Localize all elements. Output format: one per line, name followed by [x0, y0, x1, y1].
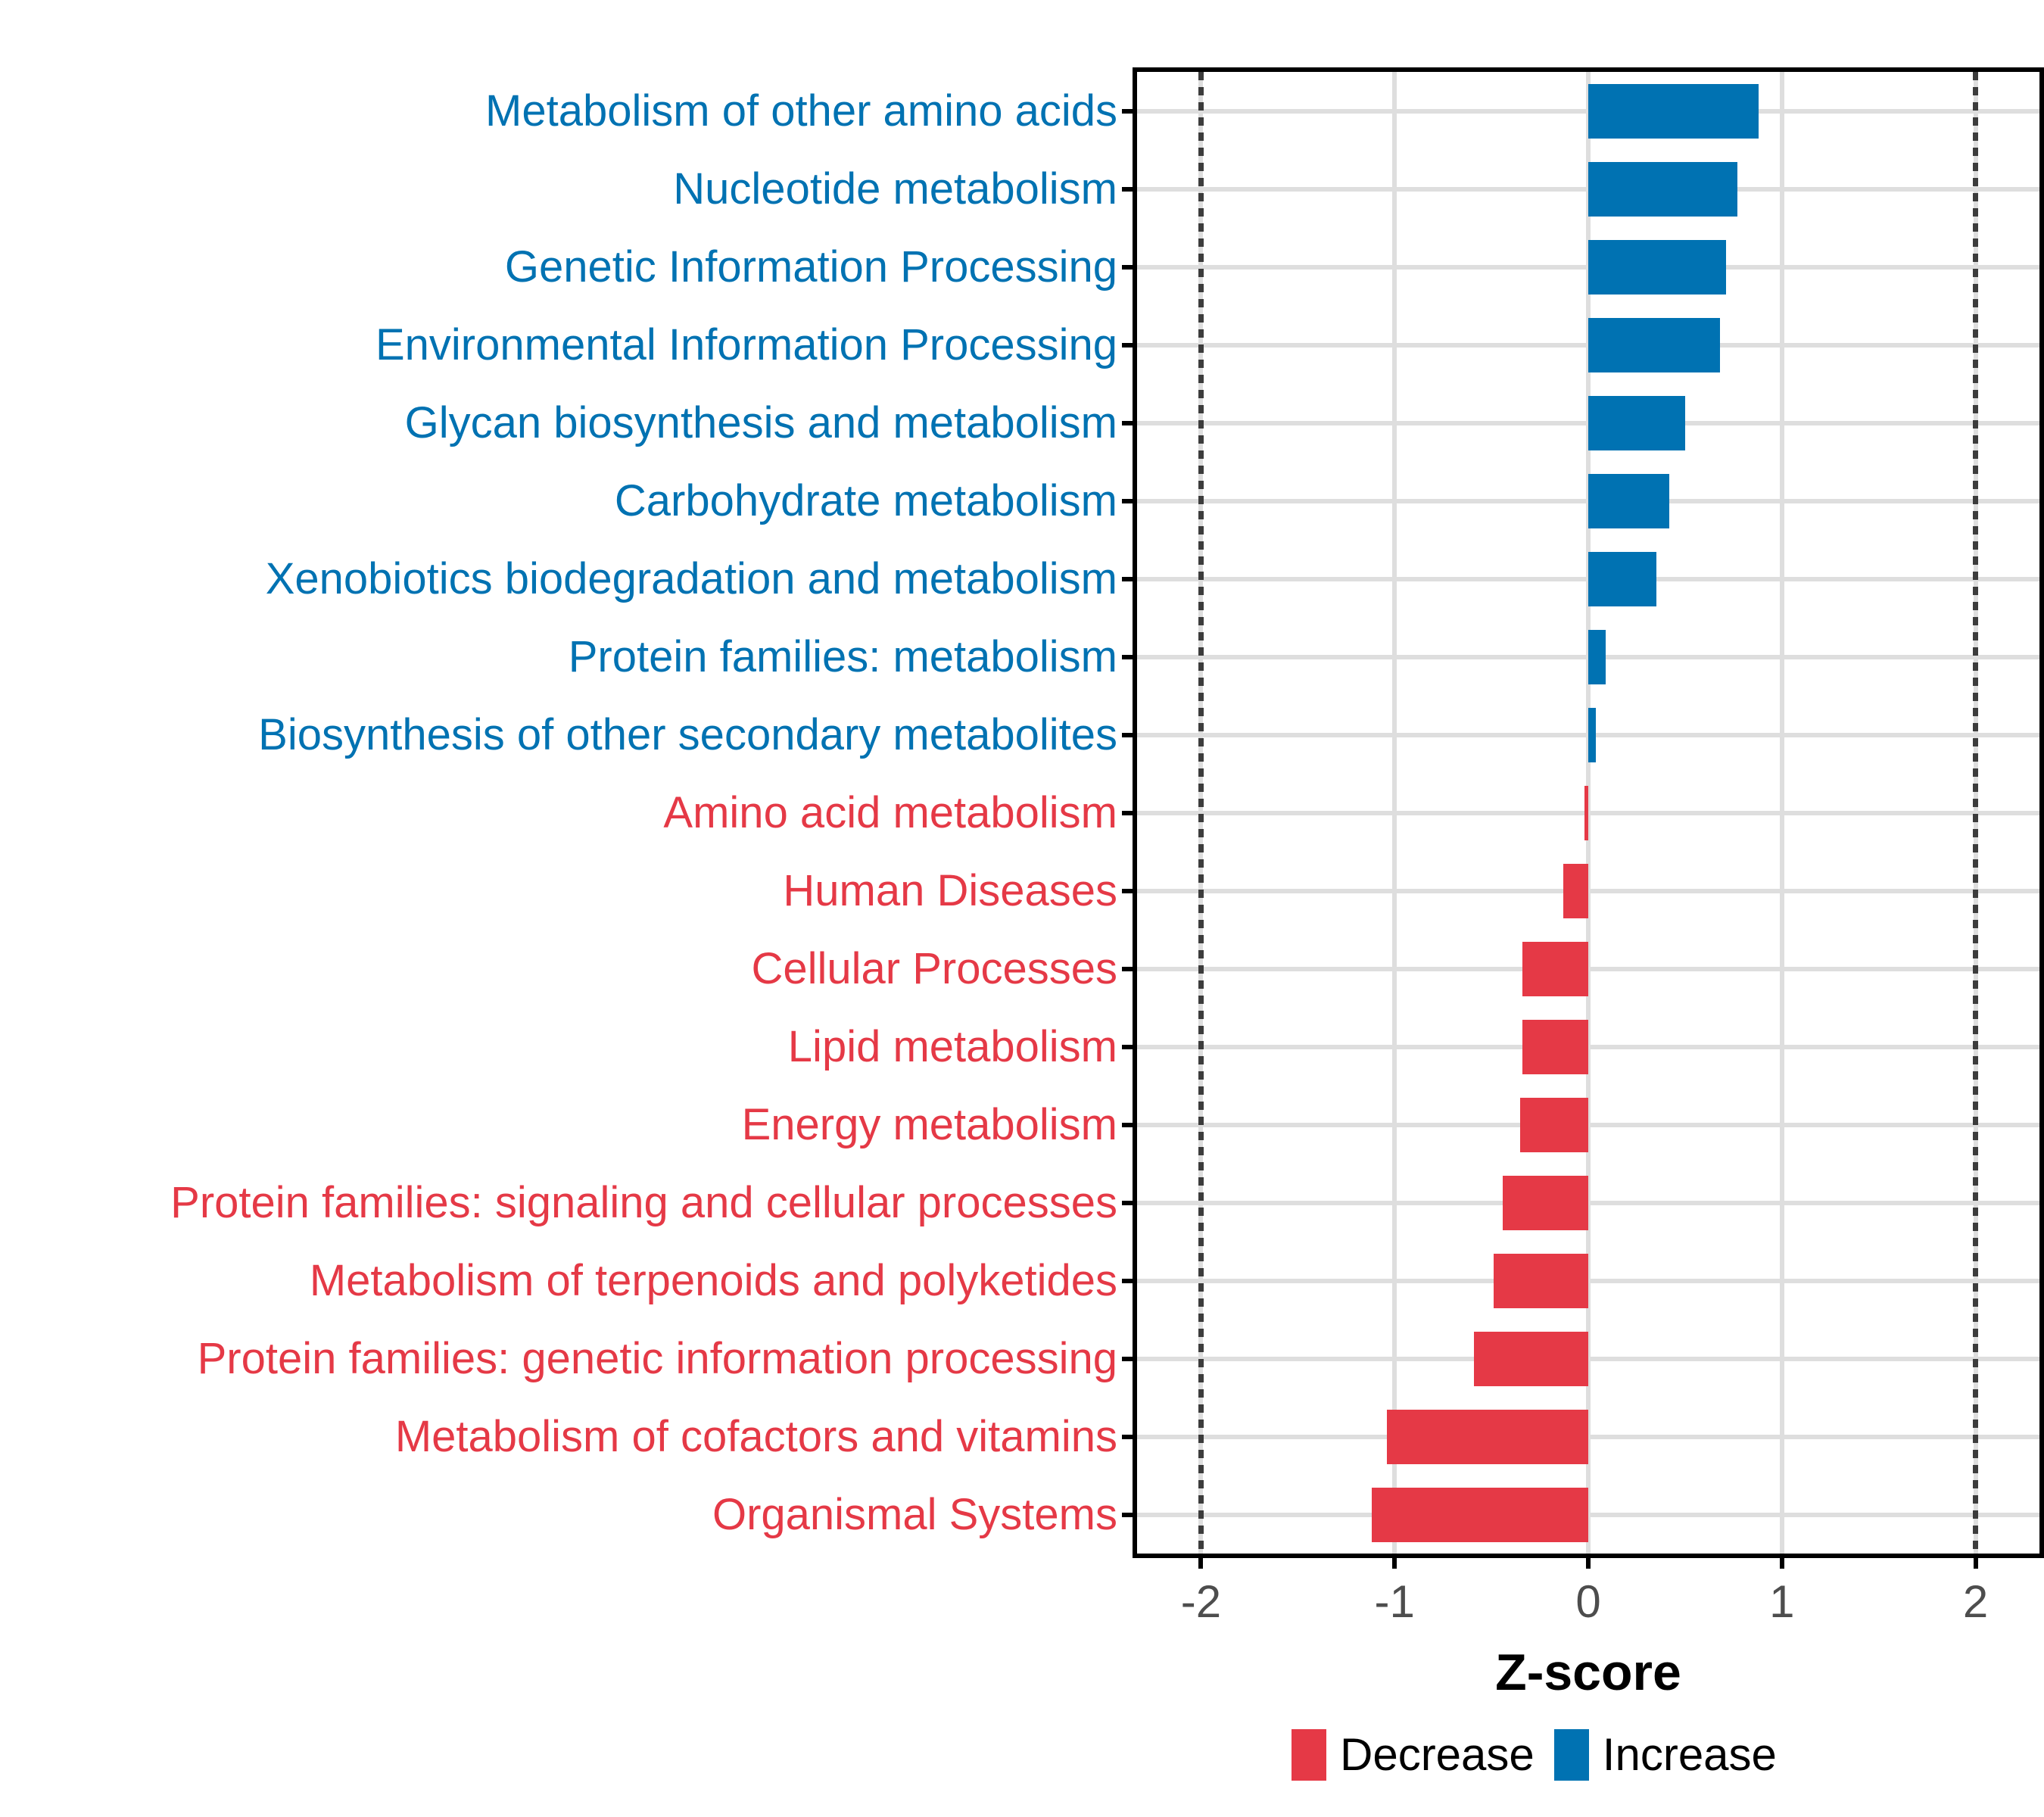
category-label: Protein families: signaling and cellular… [170, 1177, 1117, 1227]
y-tick-mark [1122, 1278, 1137, 1283]
legend-item-increase: Increase [1553, 1729, 1777, 1781]
y-tick-mark [1122, 732, 1137, 737]
bar-decrease [1522, 1019, 1588, 1074]
category-label: Biosynthesis of other secondary metaboli… [258, 709, 1117, 759]
x-tick-mark [1586, 1554, 1591, 1569]
x-tick-label: 2 [1962, 1576, 1989, 1627]
reference-line-dotted [1198, 72, 1204, 1554]
category-label: Metabolism of terpenoids and polyketides [309, 1255, 1117, 1305]
x-tick-mark [1973, 1554, 1978, 1569]
category-label: Protein families: metabolism [568, 631, 1117, 681]
y-tick-mark [1122, 1122, 1137, 1127]
y-tick-mark [1122, 1434, 1137, 1439]
bar-decrease [1474, 1331, 1588, 1386]
bar-decrease [1503, 1175, 1588, 1230]
category-label: Lipid metabolism [787, 1021, 1117, 1071]
bar-increase [1588, 239, 1726, 295]
x-tick-label: -2 [1180, 1576, 1222, 1627]
bar-decrease [1371, 1487, 1588, 1542]
bar-increase [1588, 161, 1737, 217]
bar-decrease [1584, 785, 1588, 840]
x-tick-mark [1392, 1554, 1397, 1569]
decrease-swatch [1292, 1729, 1326, 1781]
bar-decrease [1520, 1097, 1588, 1152]
y-tick-mark [1122, 1356, 1137, 1361]
v-gridline [1392, 72, 1397, 1554]
category-label: Amino acid metabolism [663, 787, 1117, 837]
v-gridline [1779, 72, 1784, 1554]
x-tick-label: 1 [1769, 1576, 1795, 1627]
legend-label-decrease: Decrease [1340, 1729, 1535, 1780]
y-tick-mark [1122, 264, 1137, 270]
reference-line-dotted [1973, 72, 1979, 1554]
bar-decrease [1493, 1253, 1588, 1308]
category-label: Environmental Information Processing [375, 319, 1117, 369]
bar-increase [1588, 83, 1759, 139]
y-tick-mark [1122, 810, 1137, 815]
category-label: Energy metabolism [741, 1099, 1117, 1149]
x-tick-label: -1 [1374, 1576, 1415, 1627]
bar-decrease [1563, 863, 1588, 918]
x-tick-label: 0 [1575, 1576, 1601, 1627]
legend-label-increase: Increase [1602, 1729, 1777, 1780]
y-tick-mark [1122, 966, 1137, 971]
bar-increase [1588, 551, 1656, 606]
bar-increase [1588, 629, 1606, 684]
y-tick-mark [1122, 576, 1137, 581]
y-tick-mark [1122, 108, 1137, 114]
category-label: Metabolism of other amino acids [485, 86, 1117, 136]
plot-panel [1137, 72, 2039, 1554]
bar-decrease [1522, 941, 1588, 996]
bar-increase [1588, 473, 1670, 528]
category-label: Nucleotide metabolism [673, 164, 1117, 213]
category-label: Glycan biosynthesis and metabolism [404, 397, 1117, 447]
bar-increase [1588, 317, 1720, 372]
legend-item-decrease: Decrease [1292, 1729, 1535, 1781]
category-label: Organismal Systems [712, 1489, 1117, 1539]
category-label: Protein families: genetic information pr… [197, 1333, 1117, 1383]
y-tick-mark [1122, 420, 1137, 425]
bar-increase [1588, 395, 1685, 450]
y-tick-mark [1122, 1512, 1137, 1517]
y-tick-mark [1122, 498, 1137, 503]
y-tick-mark [1122, 1200, 1137, 1205]
y-tick-mark [1122, 342, 1137, 348]
y-tick-mark [1122, 888, 1137, 893]
category-label: Cellular Processes [751, 943, 1117, 993]
y-tick-mark [1122, 654, 1137, 659]
category-label: Carbohydrate metabolism [614, 475, 1117, 525]
bar-decrease [1386, 1409, 1588, 1464]
bar-increase [1588, 707, 1597, 762]
y-tick-mark [1122, 186, 1137, 192]
category-label: Genetic Information Processing [504, 242, 1117, 291]
x-tick-mark [1779, 1554, 1784, 1569]
legend: Decrease Increase [1292, 1729, 1777, 1781]
x-tick-mark [1198, 1554, 1204, 1569]
category-label: Xenobiotics biodegradation and metabolis… [265, 553, 1117, 603]
x-axis-title: Z-score [1495, 1644, 1681, 1701]
v-gridline [1586, 72, 1591, 1554]
category-label: Human Diseases [783, 865, 1117, 915]
category-label: Metabolism of cofactors and vitamins [394, 1411, 1117, 1461]
increase-swatch [1553, 1729, 1589, 1781]
y-tick-mark [1122, 1044, 1137, 1049]
